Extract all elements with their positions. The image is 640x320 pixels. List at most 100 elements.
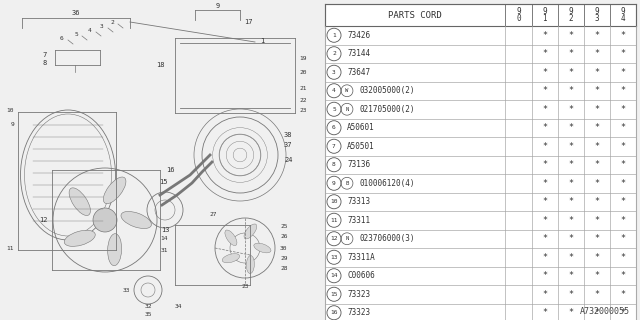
Text: 7: 7 (43, 52, 47, 58)
Text: 37: 37 (284, 142, 292, 148)
Text: 31: 31 (161, 247, 168, 252)
Text: 73647: 73647 (347, 68, 370, 77)
Text: *: * (595, 142, 599, 151)
Text: 15: 15 (330, 292, 338, 297)
Text: B: B (346, 181, 349, 186)
Text: 18: 18 (157, 62, 165, 68)
Text: *: * (568, 271, 573, 280)
Text: 8: 8 (332, 162, 336, 167)
Ellipse shape (64, 230, 95, 246)
Text: 12: 12 (40, 217, 48, 223)
Text: 6: 6 (332, 125, 336, 130)
Text: 9
1: 9 1 (542, 6, 547, 23)
Text: 32: 32 (144, 303, 152, 308)
Ellipse shape (69, 188, 90, 215)
Text: *: * (568, 234, 573, 243)
Text: 73426: 73426 (347, 31, 370, 40)
Text: *: * (568, 49, 573, 58)
Text: 73144: 73144 (347, 49, 370, 58)
Text: 9
3: 9 3 (595, 6, 599, 23)
Text: 20: 20 (299, 70, 307, 76)
Text: *: * (620, 253, 625, 262)
Text: 10: 10 (330, 199, 338, 204)
Text: *: * (542, 86, 547, 95)
Text: 38: 38 (284, 132, 292, 138)
Text: *: * (620, 160, 625, 169)
Text: *: * (568, 197, 573, 206)
Text: *: * (568, 308, 573, 317)
Text: *: * (620, 308, 625, 317)
Text: *: * (542, 68, 547, 77)
Text: 9
2: 9 2 (568, 6, 573, 23)
Text: 13: 13 (161, 227, 169, 233)
Text: *: * (568, 179, 573, 188)
Text: 36: 36 (72, 10, 80, 16)
Text: *: * (568, 290, 573, 299)
Text: 33: 33 (122, 287, 130, 292)
Text: 11: 11 (330, 218, 338, 223)
Text: 10: 10 (6, 108, 14, 113)
Text: 023706000(3): 023706000(3) (360, 234, 415, 243)
Text: 6: 6 (60, 36, 64, 41)
Text: 1: 1 (260, 38, 264, 44)
Text: 16: 16 (330, 310, 338, 315)
Text: *: * (595, 308, 599, 317)
Text: 032005000(2): 032005000(2) (360, 86, 415, 95)
Text: *: * (595, 234, 599, 243)
Text: *: * (595, 253, 599, 262)
Text: *: * (568, 86, 573, 95)
Ellipse shape (121, 212, 152, 228)
Text: *: * (542, 234, 547, 243)
Text: 4: 4 (88, 28, 92, 33)
Text: *: * (542, 308, 547, 317)
Ellipse shape (246, 256, 254, 274)
Ellipse shape (225, 230, 237, 245)
Text: 8: 8 (43, 60, 47, 66)
Text: *: * (568, 142, 573, 151)
Text: *: * (595, 86, 599, 95)
Text: 73311: 73311 (347, 216, 370, 225)
Text: 5: 5 (332, 107, 336, 112)
Ellipse shape (244, 224, 257, 239)
Text: 7: 7 (332, 144, 336, 149)
Text: *: * (568, 253, 573, 262)
Text: 73311A: 73311A (347, 253, 375, 262)
Text: 24: 24 (284, 157, 292, 163)
Text: *: * (568, 31, 573, 40)
Text: *: * (568, 123, 573, 132)
Circle shape (93, 208, 117, 232)
Text: 9: 9 (10, 123, 14, 127)
Text: N: N (346, 236, 349, 241)
Text: PARTS CORD: PARTS CORD (388, 11, 442, 20)
Text: 021705000(2): 021705000(2) (360, 105, 415, 114)
Text: *: * (542, 123, 547, 132)
Text: A732000055: A732000055 (580, 308, 630, 316)
Text: 17: 17 (244, 19, 252, 25)
Text: 9
4: 9 4 (621, 6, 625, 23)
Text: 3: 3 (100, 23, 104, 28)
Text: *: * (620, 142, 625, 151)
Text: *: * (542, 271, 547, 280)
Text: *: * (620, 31, 625, 40)
Ellipse shape (222, 254, 239, 263)
Text: 22: 22 (299, 99, 307, 103)
Text: 30: 30 (280, 245, 287, 251)
Text: 12: 12 (330, 236, 338, 241)
Ellipse shape (108, 234, 122, 266)
Text: *: * (620, 179, 625, 188)
Text: *: * (620, 271, 625, 280)
Text: *: * (595, 123, 599, 132)
Text: 26: 26 (280, 234, 287, 238)
Text: 21: 21 (299, 85, 307, 91)
Text: *: * (542, 31, 547, 40)
Text: *: * (542, 179, 547, 188)
Text: 29: 29 (280, 255, 287, 260)
Text: *: * (595, 179, 599, 188)
Text: 23: 23 (299, 108, 307, 113)
Text: 34: 34 (175, 303, 182, 308)
Text: 73313: 73313 (347, 197, 370, 206)
Text: *: * (595, 160, 599, 169)
Text: 28: 28 (280, 266, 287, 270)
Text: *: * (620, 105, 625, 114)
Text: *: * (620, 197, 625, 206)
